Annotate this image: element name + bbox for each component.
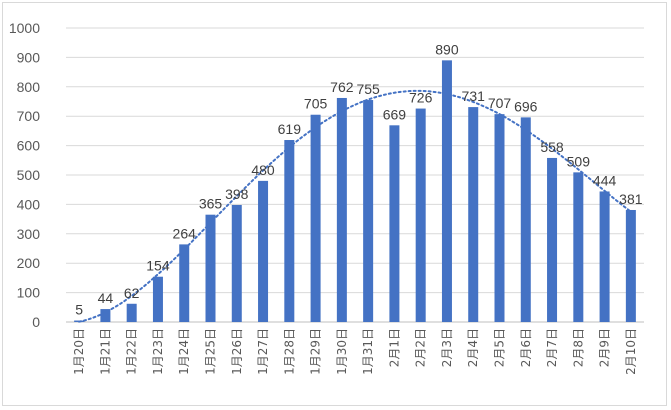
x-tick-label: 2月3日 bbox=[440, 328, 454, 367]
x-tick-label: 1月23日 bbox=[151, 328, 165, 375]
y-tick-label: 300 bbox=[17, 226, 41, 242]
bar-1月28日 bbox=[284, 140, 295, 322]
y-tick-label: 0 bbox=[32, 314, 40, 330]
data-label: 705 bbox=[304, 96, 328, 112]
data-label: 726 bbox=[409, 90, 433, 106]
bar-2月7日 bbox=[547, 157, 558, 322]
data-label: 480 bbox=[251, 162, 275, 178]
y-tick-label: 700 bbox=[17, 108, 41, 124]
bar-2月3日 bbox=[441, 60, 452, 323]
trendline-path bbox=[78, 89, 632, 323]
bar-2月4日 bbox=[468, 107, 479, 322]
bar-2月10日 bbox=[625, 209, 636, 322]
data-label: 381 bbox=[619, 191, 643, 207]
y-tick-label: 200 bbox=[17, 255, 41, 271]
x-tick-label: 2月6日 bbox=[519, 328, 533, 367]
y-tick-label: 100 bbox=[17, 285, 41, 301]
data-label: 5 bbox=[75, 302, 83, 318]
data-label: 444 bbox=[593, 172, 617, 188]
bars bbox=[74, 60, 636, 323]
x-tick-label: 1月27日 bbox=[256, 328, 270, 375]
bar-2月8日 bbox=[573, 172, 584, 322]
bar-1月26日 bbox=[231, 204, 242, 322]
bar-1月30日 bbox=[336, 97, 347, 322]
y-tick-label: 800 bbox=[17, 79, 41, 95]
y-axis-ticks: 0 100 200 300 400 500 600 700 800 900 1000 bbox=[9, 20, 40, 330]
data-label: 696 bbox=[514, 98, 538, 114]
data-label: 755 bbox=[356, 81, 380, 97]
y-tick-label: 1000 bbox=[9, 20, 40, 36]
x-tick-label: 1月20日 bbox=[72, 328, 86, 375]
data-label: 890 bbox=[435, 41, 459, 57]
bar-2月1日 bbox=[389, 125, 400, 323]
x-axis-ticks: 1月20日 1月21日 1月22日 1月23日 1月24日 1月25日 1月26日 1月27日… bbox=[72, 328, 638, 375]
y-tick-label: 500 bbox=[17, 167, 41, 183]
bar-1月27日 bbox=[258, 180, 269, 322]
data-label: 398 bbox=[225, 186, 249, 202]
data-label: 154 bbox=[146, 258, 170, 274]
data-label: 44 bbox=[98, 290, 114, 306]
bar-2月9日 bbox=[599, 191, 610, 322]
data-label: 707 bbox=[488, 95, 512, 111]
x-tick-label: 2月1日 bbox=[387, 328, 401, 367]
x-tick-label: 1月22日 bbox=[125, 328, 139, 375]
x-tick-label: 2月9日 bbox=[598, 328, 612, 367]
x-tick-label: 1月30日 bbox=[335, 328, 349, 375]
y-tick-label: 900 bbox=[17, 49, 41, 65]
x-tick-label: 2月5日 bbox=[493, 328, 507, 367]
y-tick-label: 600 bbox=[17, 138, 41, 154]
trendline bbox=[78, 89, 632, 323]
data-label: 762 bbox=[330, 79, 354, 95]
x-tick-label: 1月28日 bbox=[282, 328, 296, 375]
data-label: 731 bbox=[462, 88, 486, 104]
data-label: 558 bbox=[540, 139, 564, 155]
bar-1月21日 bbox=[100, 309, 111, 322]
x-tick-label: 1月29日 bbox=[309, 328, 323, 375]
data-label: 264 bbox=[173, 225, 197, 241]
bar-1月31日 bbox=[363, 100, 374, 322]
data-label: 669 bbox=[383, 106, 407, 122]
data-label: 619 bbox=[278, 121, 302, 137]
x-tick-label: 2月7日 bbox=[545, 328, 559, 367]
x-tick-label: 2月2日 bbox=[414, 328, 428, 367]
bar-2月2日 bbox=[415, 108, 426, 322]
x-tick-label: 1月26日 bbox=[230, 328, 244, 375]
bar-2月6日 bbox=[520, 117, 531, 322]
data-label: 509 bbox=[567, 153, 591, 169]
x-tick-label: 1月31日 bbox=[361, 328, 375, 375]
x-tick-label: 1月25日 bbox=[204, 328, 218, 375]
bar-1月22日 bbox=[126, 303, 137, 322]
bar-1月29日 bbox=[310, 114, 321, 322]
data-label: 62 bbox=[124, 285, 140, 301]
x-tick-label: 2月10日 bbox=[624, 328, 638, 375]
bar-1月24日 bbox=[179, 244, 190, 322]
y-tick-label: 400 bbox=[17, 196, 41, 212]
bar-1月25日 bbox=[205, 214, 216, 322]
x-tick-label: 2月4日 bbox=[466, 328, 480, 367]
x-tick-label: 1月24日 bbox=[177, 328, 191, 375]
bar-2月5日 bbox=[494, 114, 505, 322]
x-tick-label: 1月21日 bbox=[98, 328, 112, 375]
bar-1月23日 bbox=[152, 276, 163, 322]
data-label: 365 bbox=[199, 196, 223, 212]
x-tick-label: 2月8日 bbox=[571, 328, 585, 367]
